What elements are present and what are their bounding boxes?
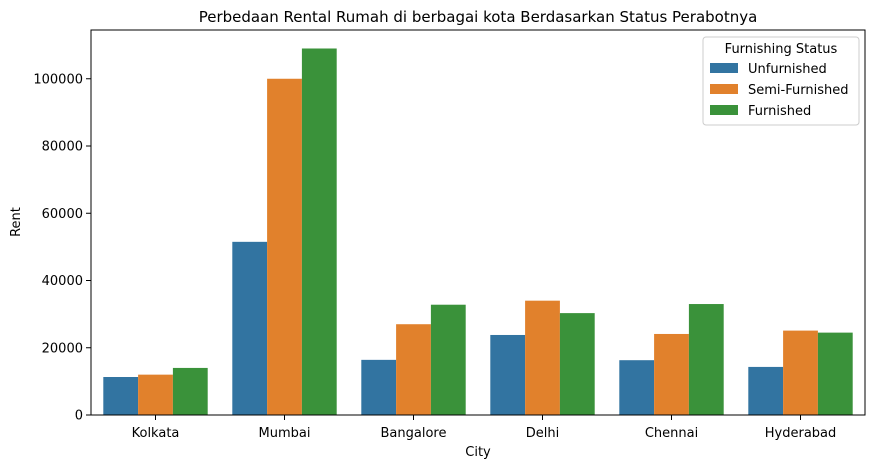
bar-furnished-hyderabad [817, 332, 853, 415]
legend-box [702, 36, 860, 126]
y-tick-label: 80000 [42, 140, 83, 155]
legend-swatch-unfurnished [710, 63, 738, 73]
bar-semi-furnished-mumbai [267, 78, 302, 415]
legend-label: Semi-Furnished [748, 83, 848, 98]
y-tick-label: 0 [75, 409, 83, 424]
bar-furnished-kolkata [172, 367, 208, 415]
bar-furnished-delhi [559, 313, 595, 415]
bar-semi-furnished-kolkata [138, 374, 173, 415]
legend-swatch-furnished [710, 105, 738, 115]
x-tick-label: Chennai [645, 426, 698, 441]
bar-semi-furnished-hyderabad [783, 330, 818, 415]
bar-unfurnished-chennai [619, 360, 655, 415]
legend: Furnishing Status Unfurnished Semi-Furnish… [702, 36, 860, 126]
y-tick-label: 60000 [42, 207, 83, 222]
bar-furnished-mumbai [301, 48, 337, 416]
y-tick-label: 40000 [42, 274, 83, 289]
bar-unfurnished-hyderabad [748, 366, 784, 415]
plot-frame [90, 29, 866, 416]
legend-swatch-semi-furnished [710, 84, 738, 94]
y-tick-label: 20000 [42, 341, 83, 356]
x-tick-label: Kolkata [132, 426, 180, 441]
x-tick-label: Hyderabad [765, 426, 837, 441]
bar-unfurnished-mumbai [232, 241, 268, 415]
bar-semi-furnished-bangalore [396, 324, 431, 415]
y-tick-label: 100000 [33, 72, 83, 87]
bar-unfurnished-kolkata [103, 377, 139, 415]
x-tick-label: Delhi [526, 426, 559, 441]
legend-title: Furnishing Status [725, 42, 838, 57]
bar-furnished-chennai [688, 304, 724, 415]
bar-semi-furnished-delhi [525, 300, 560, 415]
x-axis-label: City [465, 445, 491, 460]
bar-unfurnished-bangalore [361, 359, 397, 415]
legend-label: Unfurnished [748, 62, 827, 77]
y-axis-label: Rent [9, 207, 24, 237]
chart-title: Perbedaan Rental Rumah di berbagai kota … [199, 8, 758, 26]
x-tick-label: Mumbai [259, 426, 311, 441]
y-axis-ticks: 0 20000 40000 60000 80000 100000 [33, 72, 91, 424]
bars [103, 48, 853, 416]
x-tick-label: Bangalore [381, 426, 447, 441]
bar-unfurnished-delhi [490, 334, 526, 415]
bar-semi-furnished-chennai [654, 333, 689, 415]
legend-label: Furnished [748, 104, 811, 119]
bar-furnished-bangalore [430, 304, 466, 415]
x-axis-ticks: Kolkata Mumbai Bangalore Delhi Chennai Hydera… [132, 415, 837, 441]
